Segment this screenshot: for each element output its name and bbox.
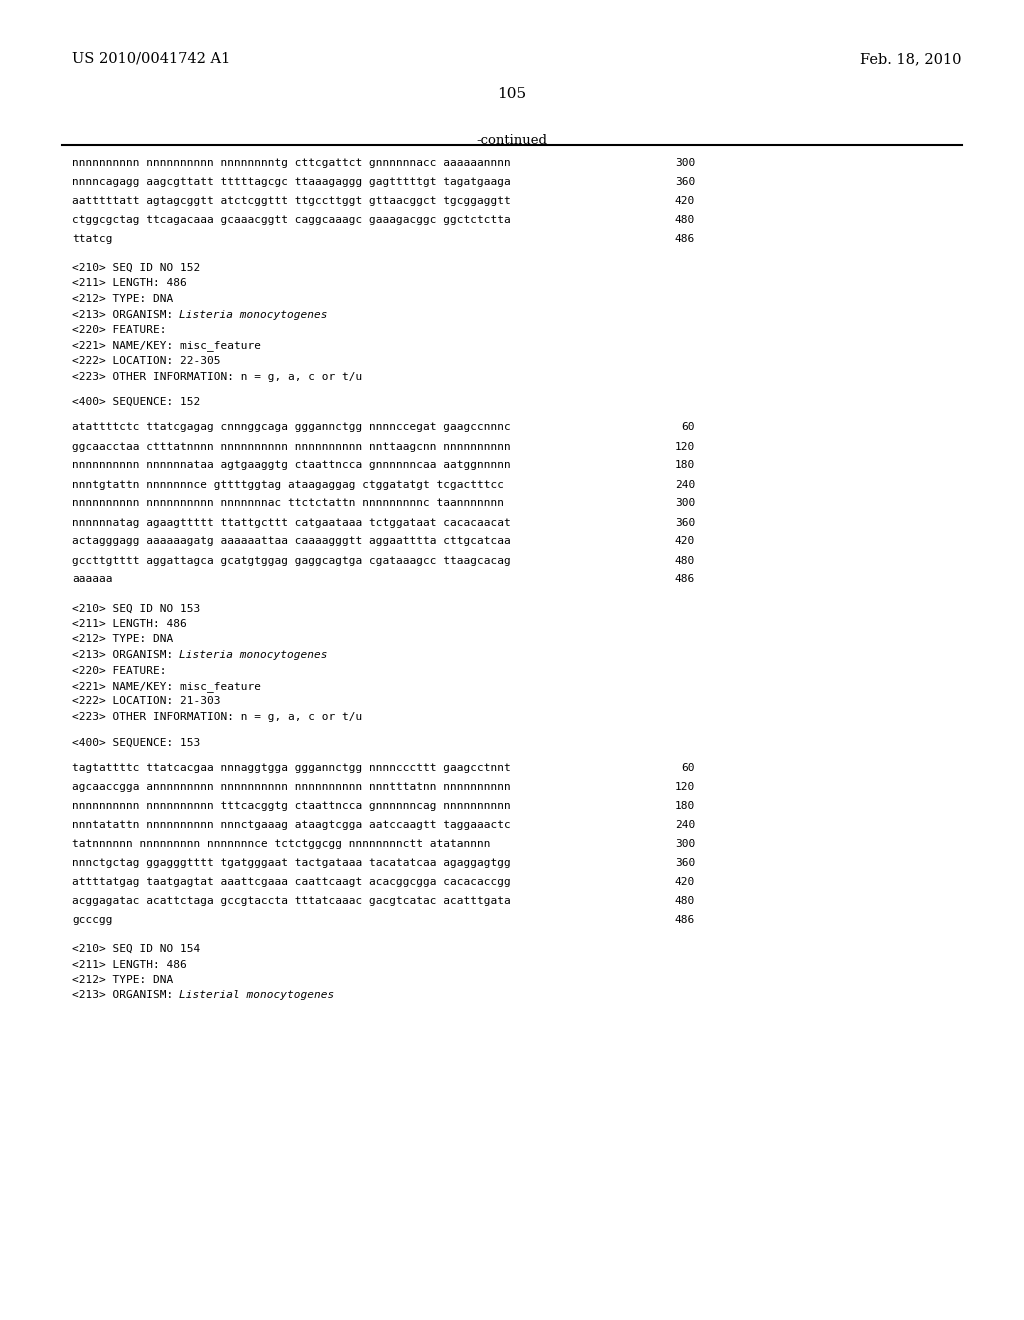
- Text: nnnnnnatag agaagttttt ttattgcttt catgaataaa tctggataat cacacaacat: nnnnnnatag agaagttttt ttattgcttt catgaat…: [72, 517, 511, 528]
- Text: 300: 300: [675, 499, 695, 508]
- Text: gccttgtttt aggattagca gcatgtggag gaggcagtga cgataaagcc ttaagcacag: gccttgtttt aggattagca gcatgtggag gaggcag…: [72, 556, 511, 565]
- Text: 60: 60: [682, 763, 695, 774]
- Text: acggagatac acattctaga gccgtaccta tttatcaaac gacgtcatac acatttgata: acggagatac acattctaga gccgtaccta tttatca…: [72, 896, 511, 906]
- Text: <400> SEQUENCE: 152: <400> SEQUENCE: 152: [72, 397, 201, 407]
- Text: 60: 60: [682, 422, 695, 433]
- Text: 480: 480: [675, 215, 695, 224]
- Text: 240: 240: [675, 820, 695, 830]
- Text: 180: 180: [675, 461, 695, 470]
- Text: -continued: -continued: [476, 135, 548, 147]
- Text: <210> SEQ ID NO 152: <210> SEQ ID NO 152: [72, 263, 201, 273]
- Text: <212> TYPE: DNA: <212> TYPE: DNA: [72, 975, 173, 985]
- Text: nnnctgctag ggagggtttt tgatgggaat tactgataaa tacatatcaa agaggagtgg: nnnctgctag ggagggtttt tgatgggaat tactgat…: [72, 858, 511, 869]
- Text: <222> LOCATION: 22-305: <222> LOCATION: 22-305: [72, 356, 220, 366]
- Text: <212> TYPE: DNA: <212> TYPE: DNA: [72, 635, 173, 644]
- Text: 420: 420: [675, 876, 695, 887]
- Text: nnntatattn nnnnnnnnnn nnnctgaaag ataagtcgga aatccaagtt taggaaactc: nnntatattn nnnnnnnnnn nnnctgaaag ataagtc…: [72, 820, 511, 830]
- Text: nnnnnnnnnn nnnnnnnnnn nnnnnnnac ttctctattn nnnnnnnnnc taannnnnnn: nnnnnnnnnn nnnnnnnnnn nnnnnnnac ttctctat…: [72, 499, 504, 508]
- Text: nnnnnnnnnn nnnnnnnnnn nnnnnnnntg cttcgattct gnnnnnnacc aaaaaannnn: nnnnnnnnnn nnnnnnnnnn nnnnnnnntg cttcgat…: [72, 158, 511, 168]
- Text: agcaaccgga annnnnnnnn nnnnnnnnnn nnnnnnnnnn nnntttatnn nnnnnnnnnn: agcaaccgga annnnnnnnn nnnnnnnnnn nnnnnnn…: [72, 781, 511, 792]
- Text: 486: 486: [675, 574, 695, 585]
- Text: <213> ORGANISM:: <213> ORGANISM:: [72, 309, 180, 319]
- Text: 300: 300: [675, 158, 695, 168]
- Text: <210> SEQ ID NO 153: <210> SEQ ID NO 153: [72, 603, 201, 614]
- Text: nnnncagagg aagcgttatt tttttagcgc ttaaagaggg gagtttttgt tagatgaaga: nnnncagagg aagcgttatt tttttagcgc ttaaaga…: [72, 177, 511, 187]
- Text: atattttctc ttatcgagag cnnnggcaga gggannctgg nnnnccegat gaagccnnnc: atattttctc ttatcgagag cnnnggcaga gggannc…: [72, 422, 511, 433]
- Text: 420: 420: [675, 536, 695, 546]
- Text: tatnnnnnn nnnnnnnnn nnnnnnnce tctctggcgg nnnnnnnnctt atatannnn: tatnnnnnn nnnnnnnnn nnnnnnnce tctctggcgg…: [72, 840, 490, 849]
- Text: 105: 105: [498, 87, 526, 102]
- Text: 360: 360: [675, 177, 695, 187]
- Text: <211> LENGTH: 486: <211> LENGTH: 486: [72, 960, 186, 969]
- Text: Listerial monocytogenes: Listerial monocytogenes: [179, 990, 334, 1001]
- Text: <222> LOCATION: 21-303: <222> LOCATION: 21-303: [72, 697, 220, 706]
- Text: Feb. 18, 2010: Feb. 18, 2010: [860, 51, 962, 66]
- Text: 120: 120: [675, 781, 695, 792]
- Text: 240: 240: [675, 479, 695, 490]
- Text: Listeria monocytogenes: Listeria monocytogenes: [179, 309, 328, 319]
- Text: 120: 120: [675, 441, 695, 451]
- Text: <212> TYPE: DNA: <212> TYPE: DNA: [72, 294, 173, 304]
- Text: 180: 180: [675, 801, 695, 810]
- Text: ggcaacctaa ctttatnnnn nnnnnnnnnn nnnnnnnnnn nnttaagcnn nnnnnnnnnn: ggcaacctaa ctttatnnnn nnnnnnnnnn nnnnnnn…: [72, 441, 511, 451]
- Text: 486: 486: [675, 234, 695, 244]
- Text: <223> OTHER INFORMATION: n = g, a, c or t/u: <223> OTHER INFORMATION: n = g, a, c or …: [72, 371, 362, 381]
- Text: <213> ORGANISM:: <213> ORGANISM:: [72, 649, 180, 660]
- Text: <221> NAME/KEY: misc_feature: <221> NAME/KEY: misc_feature: [72, 341, 261, 351]
- Text: 420: 420: [675, 195, 695, 206]
- Text: 360: 360: [675, 517, 695, 528]
- Text: tagtattttc ttatcacgaa nnnaggtgga gggannctgg nnnncccttt gaagcctnnt: tagtattttc ttatcacgaa nnnaggtgga gggannc…: [72, 763, 511, 774]
- Text: nnnnnnnnnn nnnnnnnnnn tttcacggtg ctaattncca gnnnnnncag nnnnnnnnnn: nnnnnnnnnn nnnnnnnnnn tttcacggtg ctaattn…: [72, 801, 511, 810]
- Text: <220> FEATURE:: <220> FEATURE:: [72, 665, 167, 676]
- Text: gcccgg: gcccgg: [72, 915, 113, 925]
- Text: <210> SEQ ID NO 154: <210> SEQ ID NO 154: [72, 944, 201, 954]
- Text: ctggcgctag ttcagacaaa gcaaacggtt caggcaaagc gaaagacggc ggctctctta: ctggcgctag ttcagacaaa gcaaacggtt caggcaa…: [72, 215, 511, 224]
- Text: actagggagg aaaaaagatg aaaaaattaa caaaagggtt aggaatttta cttgcatcaa: actagggagg aaaaaagatg aaaaaattaa caaaagg…: [72, 536, 511, 546]
- Text: 300: 300: [675, 840, 695, 849]
- Text: attttatgag taatgagtat aaattcgaaa caattcaagt acacggcgga cacacaccgg: attttatgag taatgagtat aaattcgaaa caattca…: [72, 876, 511, 887]
- Text: aaaaaa: aaaaaa: [72, 574, 113, 585]
- Text: <220> FEATURE:: <220> FEATURE:: [72, 325, 167, 335]
- Text: nnntgtattn nnnnnnnce gttttggtag ataagaggag ctggatatgt tcgactttcc: nnntgtattn nnnnnnnce gttttggtag ataagagg…: [72, 479, 504, 490]
- Text: <400> SEQUENCE: 153: <400> SEQUENCE: 153: [72, 738, 201, 747]
- Text: US 2010/0041742 A1: US 2010/0041742 A1: [72, 51, 230, 66]
- Text: <213> ORGANISM:: <213> ORGANISM:: [72, 990, 180, 1001]
- Text: <211> LENGTH: 486: <211> LENGTH: 486: [72, 279, 186, 289]
- Text: 480: 480: [675, 896, 695, 906]
- Text: ttatcg: ttatcg: [72, 234, 113, 244]
- Text: <221> NAME/KEY: misc_feature: <221> NAME/KEY: misc_feature: [72, 681, 261, 692]
- Text: 360: 360: [675, 858, 695, 869]
- Text: Listeria monocytogenes: Listeria monocytogenes: [179, 649, 328, 660]
- Text: 486: 486: [675, 915, 695, 925]
- Text: nnnnnnnnnn nnnnnnataa agtgaaggtg ctaattncca gnnnnnncaa aatggnnnnn: nnnnnnnnnn nnnnnnataa agtgaaggtg ctaattn…: [72, 461, 511, 470]
- Text: <223> OTHER INFORMATION: n = g, a, c or t/u: <223> OTHER INFORMATION: n = g, a, c or …: [72, 711, 362, 722]
- Text: aatttttatt agtagcggtt atctcggttt ttgccttggt gttaacggct tgcggaggtt: aatttttatt agtagcggtt atctcggttt ttgcctt…: [72, 195, 511, 206]
- Text: <211> LENGTH: 486: <211> LENGTH: 486: [72, 619, 186, 630]
- Text: 480: 480: [675, 556, 695, 565]
